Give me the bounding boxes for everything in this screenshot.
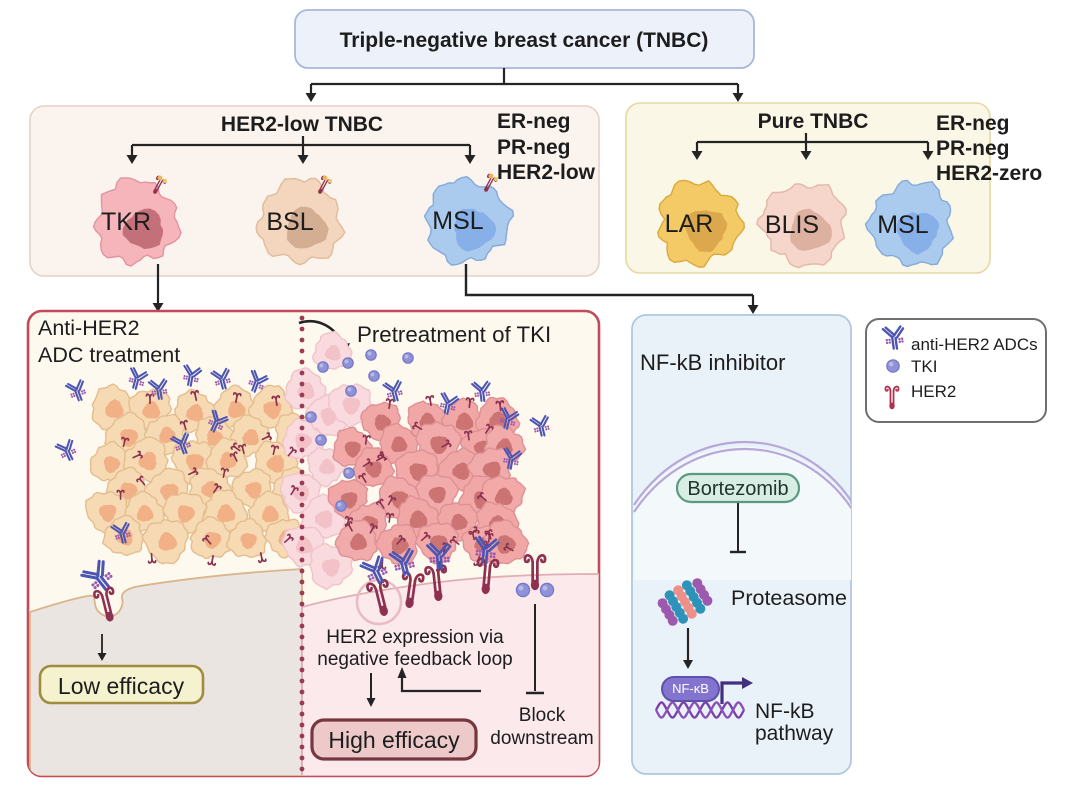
svg-text:Pretreatment of TKI: Pretreatment of TKI [357,322,551,347]
svg-text:Proteasome: Proteasome [731,586,847,610]
svg-text:MSL: MSL [432,207,484,235]
svg-text:Block: Block [519,705,566,726]
svg-text:PR-neg: PR-neg [497,136,571,159]
svg-text:BSL: BSL [266,208,313,236]
svg-text:BLIS: BLIS [765,211,819,239]
svg-text:MSL: MSL [877,211,929,239]
svg-text:NF-κB: NF-κB [672,681,709,696]
svg-text:ER-neg: ER-neg [936,112,1010,135]
svg-text:pathway: pathway [755,722,834,745]
svg-text:ER-neg: ER-neg [497,110,571,133]
svg-text:HER2-low: HER2-low [497,161,596,184]
svg-text:High efficacy: High efficacy [328,727,460,753]
svg-text:Pure TNBC: Pure TNBC [758,110,869,133]
svg-text:HER2: HER2 [911,382,956,401]
svg-text:PR-neg: PR-neg [936,137,1010,160]
svg-text:negative feedback loop: negative feedback loop [317,649,512,670]
svg-text:HER2-zero: HER2-zero [936,162,1042,185]
svg-text:downstream: downstream [490,728,594,749]
svg-text:LAR: LAR [665,210,714,238]
svg-text:anti-HER2 ADCs: anti-HER2 ADCs [911,335,1038,354]
svg-text:TKR: TKR [101,208,151,236]
svg-text:TKI: TKI [911,357,937,376]
svg-text:Triple-negative breast cancer: Triple-negative breast cancer (TNBC) [340,29,709,52]
svg-text:NF-kB inhibitor: NF-kB inhibitor [640,350,785,375]
svg-text:NF-kB: NF-kB [755,700,815,723]
svg-text:ADC treatment: ADC treatment [38,343,180,367]
svg-text:HER2-low TNBC: HER2-low TNBC [221,113,383,136]
svg-text:Anti-HER2: Anti-HER2 [38,316,140,340]
svg-text:Bortezomib: Bortezomib [687,478,788,500]
svg-text:HER2 expression via: HER2 expression via [326,627,504,648]
svg-text:Low efficacy: Low efficacy [58,673,185,699]
